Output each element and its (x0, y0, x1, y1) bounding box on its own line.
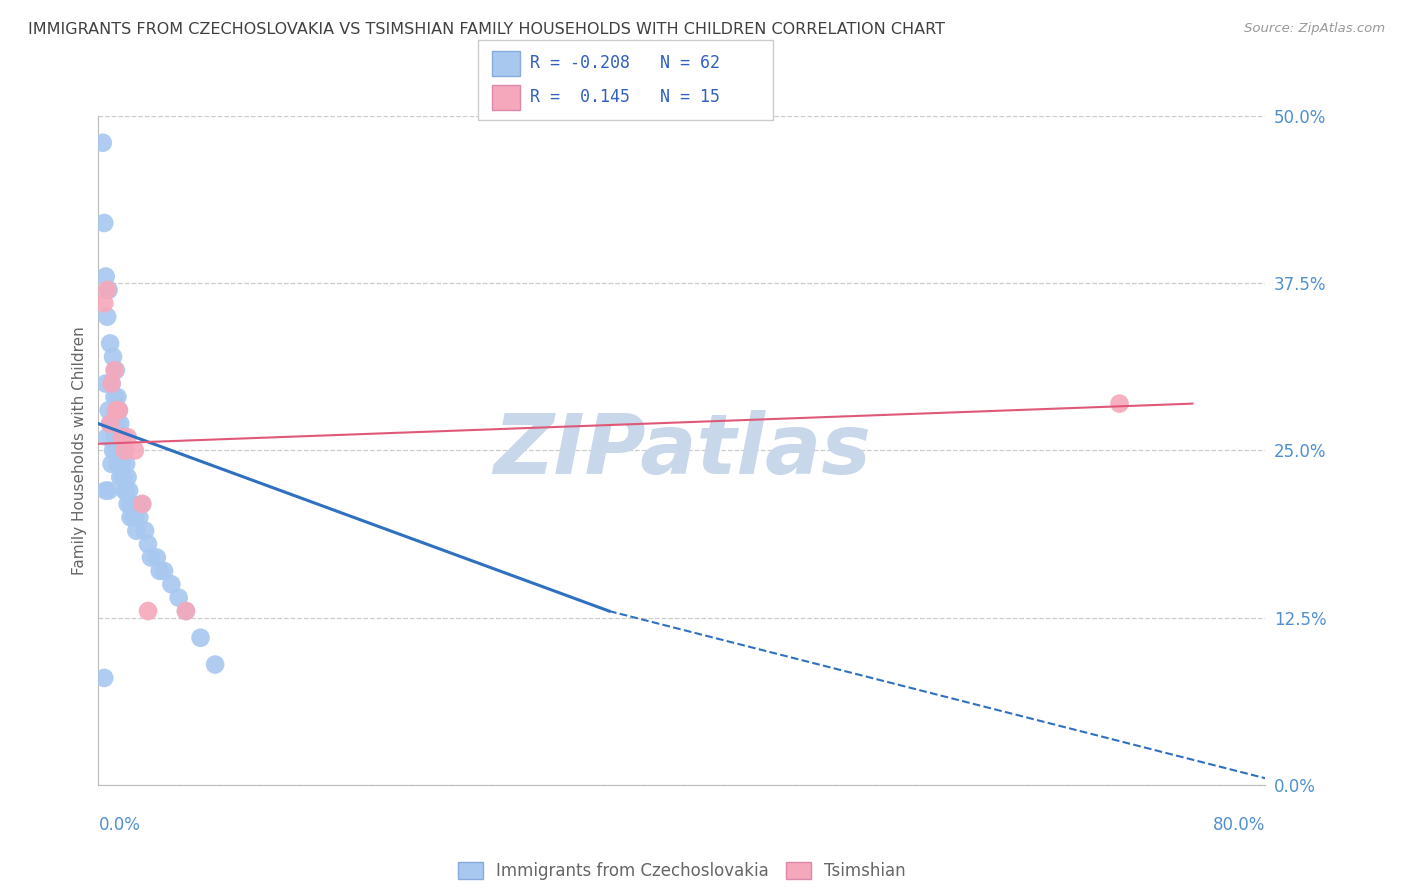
Point (128, 510, 150, 524)
Point (117, 470, 139, 484)
Point (105, 457, 128, 471)
Text: Source: ZipAtlas.com: Source: ZipAtlas.com (1244, 22, 1385, 36)
Point (98, 336, 121, 351)
Point (100, 376, 122, 391)
Point (104, 363, 127, 377)
Point (111, 457, 134, 471)
Point (136, 537, 159, 551)
Point (114, 483, 136, 498)
Point (111, 430, 134, 444)
Point (100, 457, 122, 471)
Text: 80.0%: 80.0% (1213, 816, 1265, 834)
Point (110, 417, 132, 431)
Legend: Immigrants from Czechoslovakia, Tsimshian: Immigrants from Czechoslovakia, Tsimshia… (458, 863, 905, 880)
Point (104, 443, 127, 458)
Point (103, 363, 125, 377)
Point (94, 269, 117, 284)
Point (118, 483, 141, 498)
Point (104, 403, 127, 417)
Point (93, 216, 115, 230)
Point (96, 430, 118, 444)
Point (204, 657, 226, 672)
Point (174, 604, 197, 618)
Point (134, 524, 156, 538)
Point (100, 376, 122, 391)
Point (96, 310, 118, 324)
Point (190, 631, 212, 645)
Point (94, 483, 117, 498)
Point (94, 376, 117, 391)
Point (112, 470, 135, 484)
Point (174, 604, 197, 618)
Point (139, 550, 162, 565)
Point (114, 443, 136, 458)
Point (146, 550, 169, 565)
Point (115, 457, 138, 471)
Point (101, 417, 124, 431)
Point (111, 430, 134, 444)
Point (108, 403, 131, 417)
Point (121, 497, 143, 511)
Point (103, 430, 125, 444)
Point (103, 390, 125, 404)
Point (105, 390, 128, 404)
Text: ZIPatlas: ZIPatlas (494, 410, 870, 491)
Point (131, 497, 153, 511)
Point (91, 136, 114, 150)
Point (110, 443, 132, 458)
Point (117, 497, 139, 511)
Point (100, 417, 122, 431)
Text: 0.0%: 0.0% (98, 816, 141, 834)
Point (97, 403, 120, 417)
Point (115, 483, 138, 498)
Point (93, 671, 115, 685)
Point (149, 564, 172, 578)
Point (124, 510, 146, 524)
Y-axis label: Family Households with Children: Family Households with Children (72, 326, 87, 574)
Point (108, 443, 131, 458)
Point (98, 417, 121, 431)
Text: R = -0.208   N = 62: R = -0.208 N = 62 (530, 54, 720, 72)
Point (117, 430, 139, 444)
Point (110, 470, 132, 484)
Point (120, 497, 142, 511)
Point (93, 296, 115, 310)
Point (101, 350, 124, 364)
Point (120, 510, 142, 524)
Point (105, 417, 128, 431)
Point (167, 591, 190, 605)
Point (136, 604, 159, 618)
Text: IMMIGRANTS FROM CZECHOSLOVAKIA VS TSIMSHIAN FAMILY HOUSEHOLDS WITH CHILDREN CORR: IMMIGRANTS FROM CZECHOSLOVAKIA VS TSIMSH… (28, 22, 945, 37)
Text: R =  0.145   N = 15: R = 0.145 N = 15 (530, 88, 720, 106)
Point (160, 577, 183, 591)
Point (101, 443, 124, 458)
Point (114, 443, 136, 458)
Point (104, 403, 127, 417)
Point (97, 483, 120, 498)
Point (131, 497, 153, 511)
Point (125, 524, 148, 538)
Point (153, 564, 176, 578)
Point (124, 443, 146, 458)
Point (112, 430, 135, 444)
Point (98, 417, 121, 431)
Point (97, 283, 120, 297)
Point (108, 403, 131, 417)
Point (96, 283, 118, 297)
Point (1108, 396, 1130, 410)
Point (122, 510, 145, 524)
